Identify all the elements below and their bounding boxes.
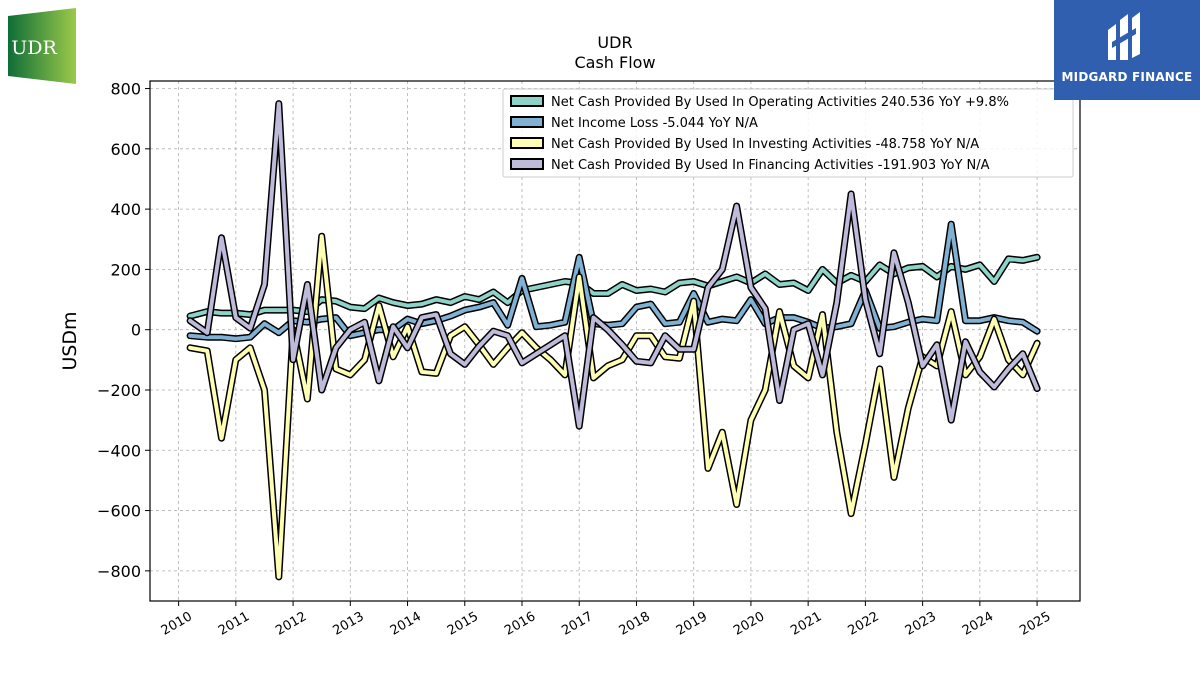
x-axis-ticks: 2010 2011 2012 2013 2014 2015 2016 2017 2018 2019… [159,601,1053,639]
x-tick-label: 2022 [846,609,882,639]
series-lines [186,100,1041,581]
x-tick-label: 2019 [674,609,710,639]
plot-frame [149,80,1081,602]
legend-label-1: Net Income Loss -5.044 YoY N/A [551,116,758,131]
legend-swatch-2 [510,137,544,149]
legend-swatch-0 [510,95,544,107]
x-tick-label: 2011 [216,609,252,639]
y-axis-label: USDm [59,311,81,370]
y-tick-label: 400 [110,200,141,219]
udr-logo: UDR [8,8,76,84]
y-axis-ticks: 800 600 400 200 0 −200 −400 −600 −800 [97,80,150,581]
y-tick-label: −400 [97,441,141,460]
legend: Net Cash Provided By Used In Operating A… [502,88,1074,178]
x-tick-label: 2014 [388,609,424,639]
legend-label-2: Net Cash Provided By Used In Investing A… [551,137,979,152]
x-tick-label: 2010 [159,609,195,639]
y-tick-label: 0 [131,321,141,340]
x-tick-label: 2015 [445,609,481,639]
x-tick-label: 2021 [788,609,824,639]
x-tick-label: 2020 [731,609,767,639]
series-line-3 [188,101,1040,429]
y-tick-label: 600 [110,140,141,159]
x-tick-label: 2013 [330,609,366,639]
legend-box [502,88,1074,178]
chart-subtitle: Cash Flow [574,53,655,72]
y-tick-label: −800 [97,562,141,581]
chart-title: UDR [597,33,632,52]
midgard-mark-icon [1108,12,1140,60]
x-tick-label: 2017 [559,609,595,639]
x-tick-label: 2016 [502,609,538,639]
grid-lines [150,81,1080,601]
udr-logo-icon: UDR [8,8,76,84]
midgard-finance-logo: MIDGARD FINANCE [1054,0,1200,100]
x-tick-label: 2025 [1017,609,1053,639]
legend-swatch-3 [510,158,544,170]
y-tick-label: −200 [97,381,141,400]
legend-swatch-1 [510,116,544,128]
y-tick-label: 200 [110,260,141,279]
legend-label-0: Net Cash Provided By Used In Operating A… [551,95,1009,110]
x-tick-label: 2024 [960,609,996,639]
udr-logo-text: UDR [11,37,57,59]
midgard-finance-text: MIDGARD FINANCE [1061,70,1193,84]
y-tick-label: −600 [97,502,141,521]
x-tick-label: 2012 [273,609,309,639]
legend-label-3: Net Cash Provided By Used In Financing A… [551,158,990,173]
x-tick-label: 2023 [903,609,939,639]
y-tick-label: 800 [110,80,141,99]
x-tick-label: 2018 [617,609,653,639]
